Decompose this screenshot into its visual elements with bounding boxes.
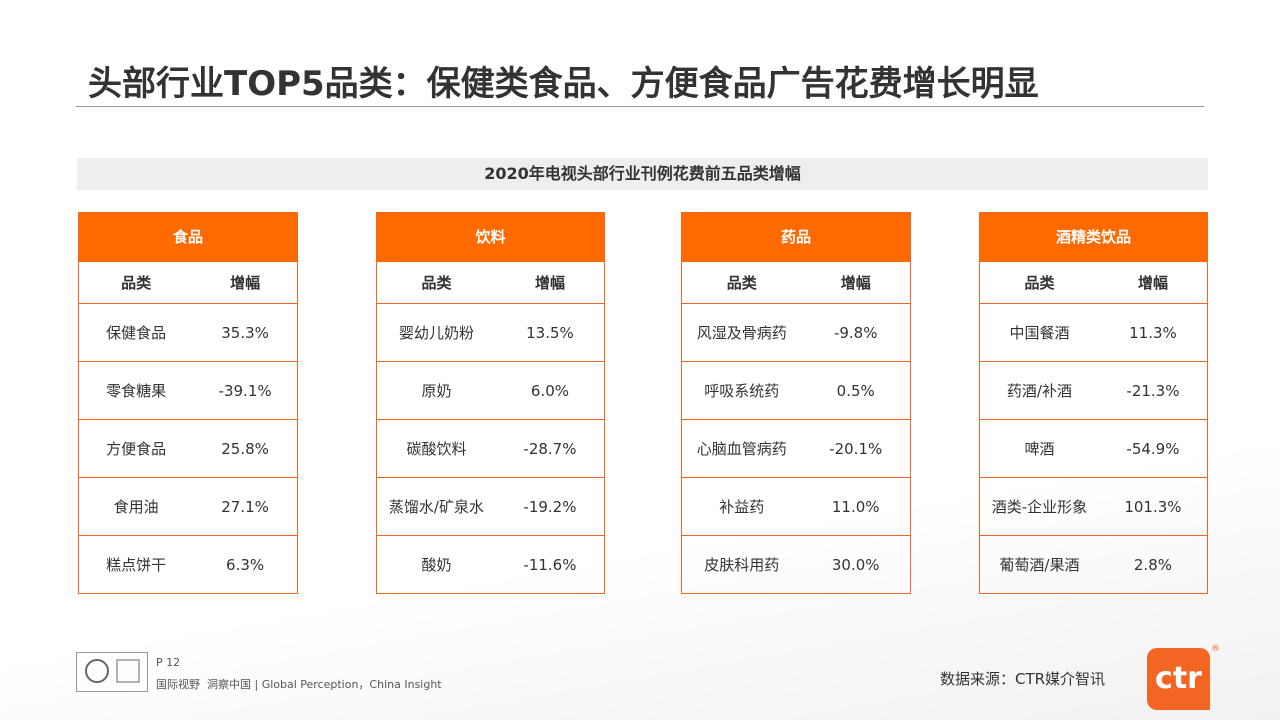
cell: 皮肤科用药 [704, 556, 780, 574]
table-row: 保健食品 35.3% [79, 303, 297, 361]
column-header: 增幅 [840, 274, 871, 292]
table: 药品品类 增幅风湿及骨病药 -9.8% 呼吸系统药 0.5% 心脑血管病药 -20.1% 补益… [681, 212, 911, 594]
cell: 酒类-企业形象 [991, 498, 1088, 516]
cell: -20.1% [829, 439, 883, 458]
column-header: 增幅 [1137, 274, 1168, 292]
table-row: 呼吸系统药 0.5% [682, 361, 910, 419]
table: 饮料品类 增幅婴幼儿奶粉 13.5% 原奶 6.0% 碳酸饮料 -28.7% 蒸馏水/矿泉水 -… [376, 212, 605, 594]
table-row: 蒸馏水/矿泉水 -19.2% [377, 477, 604, 535]
registered-mark: ® [1211, 644, 1220, 654]
cell: 6.3% [226, 555, 265, 574]
table-row: 酒类-企业形象 101.3% [980, 477, 1207, 535]
column-header: 品类 [726, 274, 757, 292]
table-row: 方便食品 25.8% [79, 419, 297, 477]
cell: 27.1% [221, 497, 269, 516]
cell: 30.0% [831, 555, 880, 574]
column-header: 品类 [121, 274, 152, 292]
table-row: 葡萄酒/果酒 2.8% [980, 535, 1207, 593]
cell: 中国餐酒 [1009, 324, 1070, 342]
cell: -39.1% [218, 381, 272, 400]
cell: 11.3% [1129, 323, 1177, 342]
table: 酒精类饮品品类 增幅中国餐酒 11.3% 药酒/补酒 -21.3% 啤酒 -54.9% 酒类-… [979, 212, 1208, 594]
table-row: 原奶 6.0% [377, 361, 604, 419]
table-title: 食品 [79, 213, 297, 262]
table: 食品品类 增幅保健食品 35.3% 零食糖果 -39.1% 方便食品 25.8% 食用油 27.… [78, 212, 298, 594]
table-row: 补益药 11.0% [682, 477, 910, 535]
table-row: 药酒/补酒 -21.3% [980, 361, 1207, 419]
column-header: 增幅 [230, 274, 261, 292]
cell: 补益药 [719, 498, 765, 516]
cell: 原奶 [421, 382, 452, 400]
cell: 酸奶 [421, 556, 452, 574]
header-row: 品类 增幅 [79, 262, 297, 303]
cell: 13.5% [526, 323, 574, 342]
cell: 6.0% [530, 381, 569, 400]
cell: 药酒/补酒 [1006, 382, 1072, 400]
cell: 35.3% [221, 323, 269, 342]
cell: 25.8% [221, 439, 269, 458]
cell: -21.3% [1126, 381, 1180, 400]
column-header: 品类 [421, 274, 452, 292]
cell: 食用油 [113, 498, 159, 516]
cell: 糕点饼干 [106, 556, 167, 574]
cell: 呼吸系统药 [704, 382, 780, 400]
table-row: 皮肤科用药 30.0% [682, 535, 910, 593]
cell: 101.3% [1124, 497, 1182, 516]
tagline: 国际视野 洞察中国 | Global Perception，China Insi… [156, 678, 442, 691]
logo: ctr [1147, 648, 1210, 710]
table-row: 心脑血管病药 -20.1% [682, 419, 910, 477]
cert-logo [76, 652, 148, 692]
cell: 啤酒 [1024, 440, 1055, 458]
banner: 2020年电视头部行业刊例花费前五品类增幅 [77, 158, 1208, 190]
header-row: 品类 增幅 [980, 262, 1207, 303]
table-row: 婴幼儿奶粉 13.5% [377, 303, 604, 361]
cell: 保健食品 [106, 324, 167, 342]
cell: 11.0% [831, 497, 880, 516]
cert-icon [85, 659, 140, 683]
cell: 蒸馏水/矿泉水 [388, 498, 484, 516]
table-title: 药品 [682, 213, 910, 262]
table-row: 风湿及骨病药 -9.8% [682, 303, 910, 361]
table-row: 啤酒 -54.9% [980, 419, 1207, 477]
cell: 婴幼儿奶粉 [398, 324, 474, 342]
table-row: 食用油 27.1% [79, 477, 297, 535]
table-row: 中国餐酒 11.3% [980, 303, 1207, 361]
column-header: 品类 [1024, 274, 1055, 292]
cell: -28.7% [523, 439, 577, 458]
table-row: 零食糖果 -39.1% [79, 361, 297, 419]
column-header: 增幅 [534, 274, 565, 292]
table-title: 酒精类饮品 [980, 213, 1207, 262]
rule [76, 106, 1204, 107]
cell: 碳酸饮料 [406, 440, 467, 458]
cell: 心脑血管病药 [696, 440, 787, 458]
cell: -54.9% [1126, 439, 1180, 458]
header-row: 品类 增幅 [682, 262, 910, 303]
cell: -19.2% [523, 497, 577, 516]
source: 数据来源：CTR媒介智讯 [940, 670, 1106, 688]
cell: 0.5% [836, 381, 875, 400]
table-row: 糕点饼干 6.3% [79, 535, 297, 593]
table-title: 饮料 [377, 213, 604, 262]
cell: -11.6% [523, 555, 577, 574]
cell: 风湿及骨病药 [696, 324, 787, 342]
header-row: 品类 增幅 [377, 262, 604, 303]
table-row: 碳酸饮料 -28.7% [377, 419, 604, 477]
cell: -9.8% [833, 323, 878, 342]
cell: 零食糖果 [106, 382, 167, 400]
table-row: 酸奶 -11.6% [377, 535, 604, 593]
cell: 葡萄酒/果酒 [999, 556, 1080, 574]
cell: 2.8% [1133, 555, 1172, 574]
cell: 方便食品 [106, 440, 167, 458]
page-number: P 12 [156, 656, 181, 669]
title: 头部行业TOP5品类：保健类食品、方便食品广告花费增长明显 [88, 64, 1039, 104]
